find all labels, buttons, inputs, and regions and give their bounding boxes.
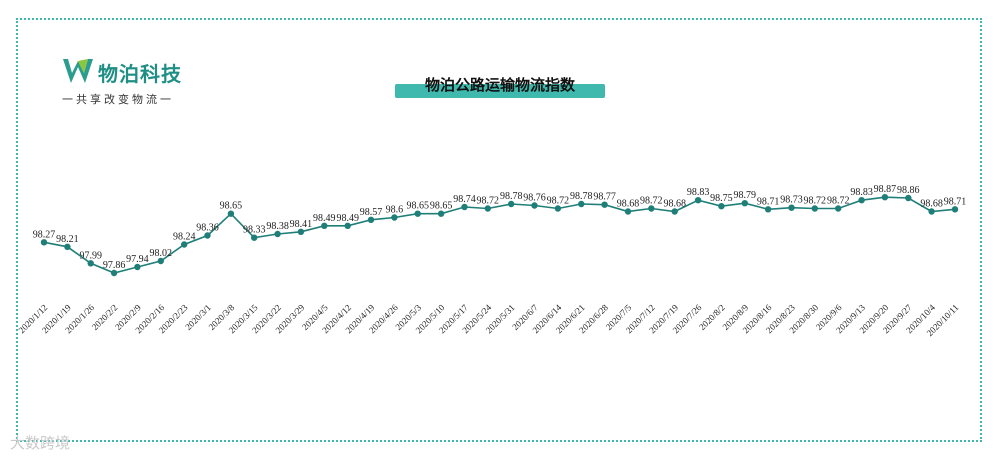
data-label: 98.49 <box>313 213 336 224</box>
data-point <box>414 210 421 217</box>
data-point <box>181 241 188 248</box>
data-point <box>344 222 351 229</box>
data-label: 98.65 <box>406 201 429 212</box>
data-point <box>484 205 491 212</box>
data-point <box>157 257 164 265</box>
data-label: 98.77 <box>593 192 616 203</box>
data-point <box>601 201 608 208</box>
logo-name: 物泊科技 <box>98 62 182 86</box>
data-label: 98.72 <box>547 196 570 207</box>
data-point <box>671 208 678 215</box>
data-label: 97.99 <box>79 250 102 261</box>
data-label: 98.68 <box>920 199 943 210</box>
data-point <box>928 208 935 215</box>
company-logo: 物泊科技 一共享改变物流一 <box>62 55 212 106</box>
data-point <box>437 210 445 217</box>
data-label: 98.68 <box>617 199 640 210</box>
data-label: 98.38 <box>266 221 289 232</box>
logo-w-icon <box>63 59 93 83</box>
chart-title-block: 物泊公路运输物流指数 <box>395 74 605 102</box>
data-point <box>554 205 562 212</box>
data-point <box>274 230 281 238</box>
chart-frame <box>16 18 982 442</box>
data-point <box>578 200 585 208</box>
data-label: 98.21 <box>56 234 79 245</box>
data-label: 98.71 <box>944 196 967 207</box>
data-label: 98.86 <box>897 185 920 196</box>
data-point <box>951 206 959 213</box>
data-label: 97.94 <box>126 254 149 265</box>
data-label: 98.72 <box>804 196 827 207</box>
data-label: 98.73 <box>780 195 803 206</box>
data-label: 98.76 <box>523 193 546 204</box>
data-label: 98.57 <box>360 207 383 218</box>
data-point <box>648 205 655 212</box>
data-label: 97.86 <box>103 260 126 271</box>
data-point <box>321 222 328 229</box>
data-point <box>64 243 71 250</box>
watermark: 大数跨境 <box>10 434 71 452</box>
data-label: 98.78 <box>570 191 593 202</box>
data-point <box>624 208 632 215</box>
data-point <box>367 216 375 223</box>
data-point <box>694 197 702 204</box>
data-label: 98.83 <box>850 187 873 198</box>
data-point <box>508 200 515 208</box>
data-label: 98.83 <box>687 187 710 198</box>
data-label: 98.33 <box>243 225 266 236</box>
data-point <box>40 239 48 246</box>
data-label: 98.75 <box>710 193 733 204</box>
data-label: 98.71 <box>757 196 780 207</box>
logo-slogan: 一共享改变物流一 <box>62 93 174 106</box>
data-label: 98.02 <box>150 248 173 259</box>
data-label: 98.72 <box>477 196 500 207</box>
data-label: 98.41 <box>290 219 313 230</box>
data-label: 98.74 <box>453 194 476 205</box>
data-label: 98.6 <box>386 205 404 216</box>
data-point <box>811 205 818 212</box>
data-point <box>134 263 141 271</box>
data-label: 98.49 <box>336 213 359 224</box>
data-point <box>110 269 118 277</box>
data-label: 98.72 <box>640 196 663 207</box>
data-point <box>87 260 94 267</box>
data-point <box>461 203 468 211</box>
data-label: 98.87 <box>874 184 897 195</box>
data-point <box>788 204 795 211</box>
data-point <box>297 228 305 235</box>
data-point <box>391 214 398 221</box>
data-point <box>718 203 725 210</box>
data-label: 98.72 <box>827 196 850 207</box>
data-label: 98.24 <box>173 232 196 243</box>
title-highlight-bar <box>395 84 605 98</box>
data-label: 98.36 <box>196 223 219 234</box>
data-label: 98.78 <box>500 191 523 202</box>
data-label: 98.65 <box>430 201 453 212</box>
data-label: 98.79 <box>734 190 757 201</box>
data-point <box>764 206 772 213</box>
data-point <box>204 232 211 239</box>
data-point <box>858 197 865 204</box>
chart-title: 物泊公路运输物流指数 <box>424 76 575 94</box>
data-point <box>531 202 538 209</box>
data-label: 98.65 <box>220 201 243 212</box>
series-line <box>43 196 956 274</box>
data-point <box>881 194 889 201</box>
data-label: 98.27 <box>33 229 56 240</box>
data-point <box>251 234 258 241</box>
data-point <box>835 205 842 212</box>
data-point <box>227 210 235 217</box>
data-point <box>741 200 748 207</box>
data-label: 98.68 <box>663 199 686 210</box>
data-point <box>905 194 912 202</box>
